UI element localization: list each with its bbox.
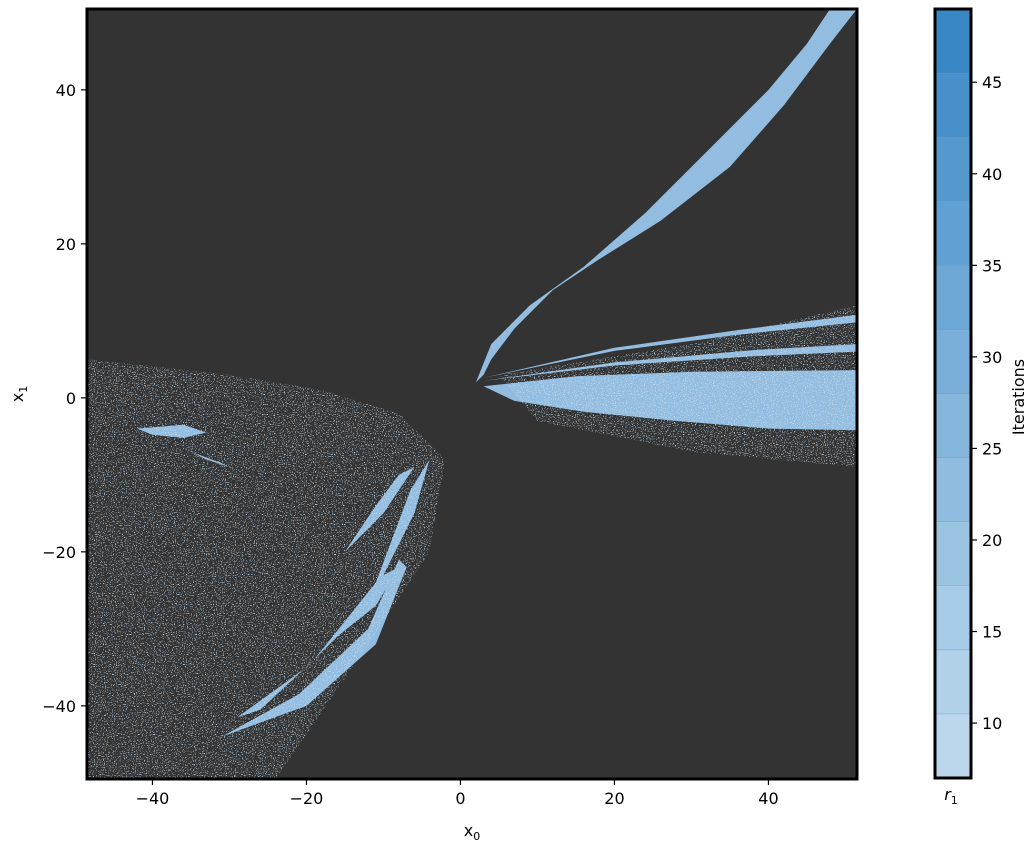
scatter-speckle (87, 305, 857, 779)
y-tick-label: 40 (56, 81, 76, 100)
plot-area (85, 7, 859, 781)
y-tick-label: −20 (42, 543, 76, 562)
colorbar-band (935, 521, 971, 586)
colorbar-band (935, 393, 971, 458)
region-upper-right-branch (475, 9, 857, 383)
colorbar-bottom-label: r1 (944, 785, 958, 807)
colorbar-band (935, 201, 971, 266)
colorbar-band (935, 329, 971, 394)
speckle-zone (499, 305, 857, 468)
colorbar-band (935, 9, 971, 74)
colorbar-tick-label: 15 (982, 623, 1002, 642)
x-axis-title: x0 (464, 821, 480, 843)
plot-frame (85, 7, 859, 781)
colorbar-band (935, 585, 971, 650)
x-tick-label: 20 (604, 789, 624, 808)
colorbar-frame (933, 7, 973, 780)
y-axis-title: x1 (8, 386, 30, 402)
y-axis: −40 −20 0 20 40 (42, 81, 87, 716)
colorbar-band (935, 265, 971, 330)
colorbar-tick-label: 20 (982, 531, 1002, 550)
colorbar-tick-label: 10 (982, 714, 1002, 733)
colorbar-tick-label: 40 (982, 165, 1002, 184)
colorbar: 10 15 20 25 30 35 40 45 Iterations r1 (933, 7, 1028, 807)
colorbar-ticks: 10 15 20 25 30 35 40 45 (971, 73, 1002, 733)
colorbar-band (935, 713, 971, 778)
x-tick-label: −20 (290, 789, 324, 808)
region-left-crescent-2 (221, 559, 407, 737)
y-tick-label: 0 (66, 389, 76, 408)
x-tick-label: 40 (758, 789, 778, 808)
colorbar-tick-label: 35 (982, 256, 1002, 275)
y-tick-label: −40 (42, 697, 76, 716)
colorbar-bands (935, 9, 971, 778)
y-tick-label: 20 (56, 235, 76, 254)
colorbar-band (935, 649, 971, 714)
colorbar-tick-label: 45 (982, 73, 1002, 92)
colorbar-tick-label: 25 (982, 439, 1002, 458)
speckle-zone (87, 359, 446, 779)
colorbar-band (935, 73, 971, 138)
colorbar-tick-label: 30 (982, 348, 1002, 367)
colorbar-band (935, 457, 971, 522)
colorbar-band (935, 137, 971, 202)
colorbar-label: Iterations (1009, 359, 1028, 435)
x-tick-label: −40 (136, 789, 170, 808)
x-tick-label: 0 (455, 789, 465, 808)
x-axis: −40 −20 0 20 40 (136, 779, 779, 808)
